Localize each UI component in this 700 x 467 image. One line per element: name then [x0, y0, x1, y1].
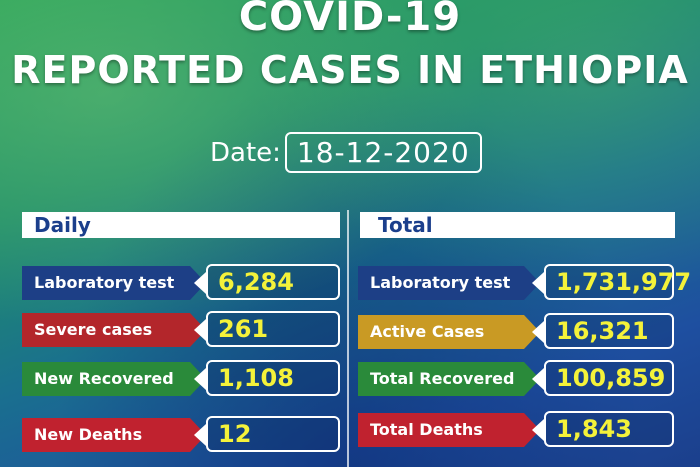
daily-lab-test-label: Laboratory test [22, 266, 206, 300]
column-divider [347, 210, 349, 467]
total-heading: Total [360, 212, 675, 238]
daily-new-deaths-value: 12 [194, 416, 340, 452]
date-display: Date: 18-12-2020 [210, 132, 482, 173]
total-active-cases-label: Active Cases [358, 315, 540, 349]
daily-row-new-recovered: New Recovered 1,108 [22, 360, 342, 396]
daily-new-recovered-value: 1,108 [194, 360, 340, 396]
date-label: Date: [210, 137, 281, 168]
total-total-recovered-value: 100,859 [532, 360, 674, 396]
total-row-total-recovered: Total Recovered 100,859 [358, 360, 678, 396]
total-lab-test-value: 1,731,977 [532, 264, 691, 300]
total-row-lab-test: Laboratory test 1,731,977 [358, 264, 691, 300]
daily-severe-cases-value: 261 [194, 311, 340, 347]
total-active-cases-value: 16,321 [532, 313, 674, 349]
daily-heading: Daily [22, 212, 340, 238]
title-line-1: COVID-19 [238, 0, 462, 40]
daily-new-recovered-label: New Recovered [22, 362, 206, 396]
daily-row-severe-cases: Severe cases 261 [22, 311, 342, 347]
total-row-total-deaths: Total Deaths 1,843 [358, 411, 678, 447]
total-total-deaths-value: 1,843 [532, 411, 674, 447]
daily-row-new-deaths: New Deaths 12 [22, 416, 342, 452]
total-total-deaths-label: Total Deaths [358, 413, 540, 447]
total-lab-test-label: Laboratory test [358, 266, 540, 300]
total-row-active-cases: Active Cases 16,321 [358, 313, 678, 349]
date-value: 18-12-2020 [284, 132, 482, 173]
total-total-recovered-label: Total Recovered [358, 362, 540, 396]
daily-row-lab-test: Laboratory test 6,284 [22, 264, 342, 300]
daily-severe-cases-label: Severe cases [22, 313, 206, 347]
title-line-2: REPORTED CASES IN ETHIOPIA [11, 48, 689, 92]
daily-lab-test-value: 6,284 [194, 264, 340, 300]
daily-new-deaths-label: New Deaths [22, 418, 206, 452]
